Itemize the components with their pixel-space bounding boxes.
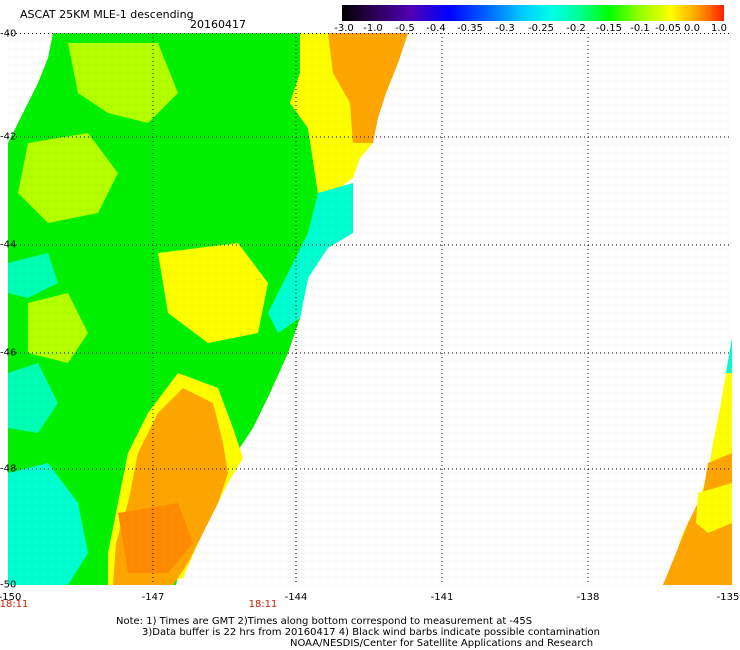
cb-tick: 1.0 xyxy=(711,23,727,34)
cb-tick: -0.2 xyxy=(566,23,586,34)
colorbar-gradient xyxy=(342,5,724,21)
lat-label: -48 xyxy=(0,463,17,475)
lon-label: -147 xyxy=(141,592,165,603)
lat-label: -50 xyxy=(0,579,17,591)
cb-tick: -0.05 xyxy=(655,23,681,34)
cb-tick: -0.3 xyxy=(495,23,515,34)
lon-label: -150 xyxy=(0,592,22,603)
cb-tick: -0.1 xyxy=(630,23,650,34)
lon-label: -135 xyxy=(716,592,740,603)
swath-time: 18:11 xyxy=(248,599,278,610)
map-date: 20160417 xyxy=(190,18,246,31)
lat-lon-grid xyxy=(8,33,732,585)
pixel-overlay xyxy=(8,33,732,585)
lat-label: -44 xyxy=(0,239,17,251)
cb-tick: -0.35 xyxy=(457,23,483,34)
cb-tick: -0.25 xyxy=(528,23,554,34)
note-line-2: 3)Data buffer is 22 hrs from 20160417 4)… xyxy=(142,627,600,638)
colorbar-ticks: -3.0 -1.0 -0.5 -0.4 -0.35 -0.3 -0.25 -0.… xyxy=(0,23,740,35)
cb-tick: -3.0 xyxy=(334,23,354,34)
lat-label: -40 xyxy=(0,28,17,40)
cb-tick: 0.0 xyxy=(684,23,700,34)
cb-tick: -0.4 xyxy=(426,23,446,34)
note-line-3: NOAA/NESDIS/Center for Satellite Applica… xyxy=(290,638,594,649)
lon-label: -138 xyxy=(576,592,600,603)
note-line-1: Note: 1) Times are GMT 2)Times along bot… xyxy=(116,616,533,627)
lon-label: -141 xyxy=(430,592,454,603)
cb-tick: -0.15 xyxy=(596,23,622,34)
cb-tick: -1.0 xyxy=(363,23,383,34)
colorbar xyxy=(342,5,724,21)
cb-tick: -0.5 xyxy=(395,23,415,34)
swath-time: 18:11 xyxy=(0,599,29,610)
lon-label: -144 xyxy=(284,592,308,603)
lat-label: -46 xyxy=(0,347,17,359)
swath-map xyxy=(8,33,732,585)
map-title: ASCAT 25KM MLE-1 descending xyxy=(20,8,194,21)
lat-label: -42 xyxy=(0,131,17,143)
